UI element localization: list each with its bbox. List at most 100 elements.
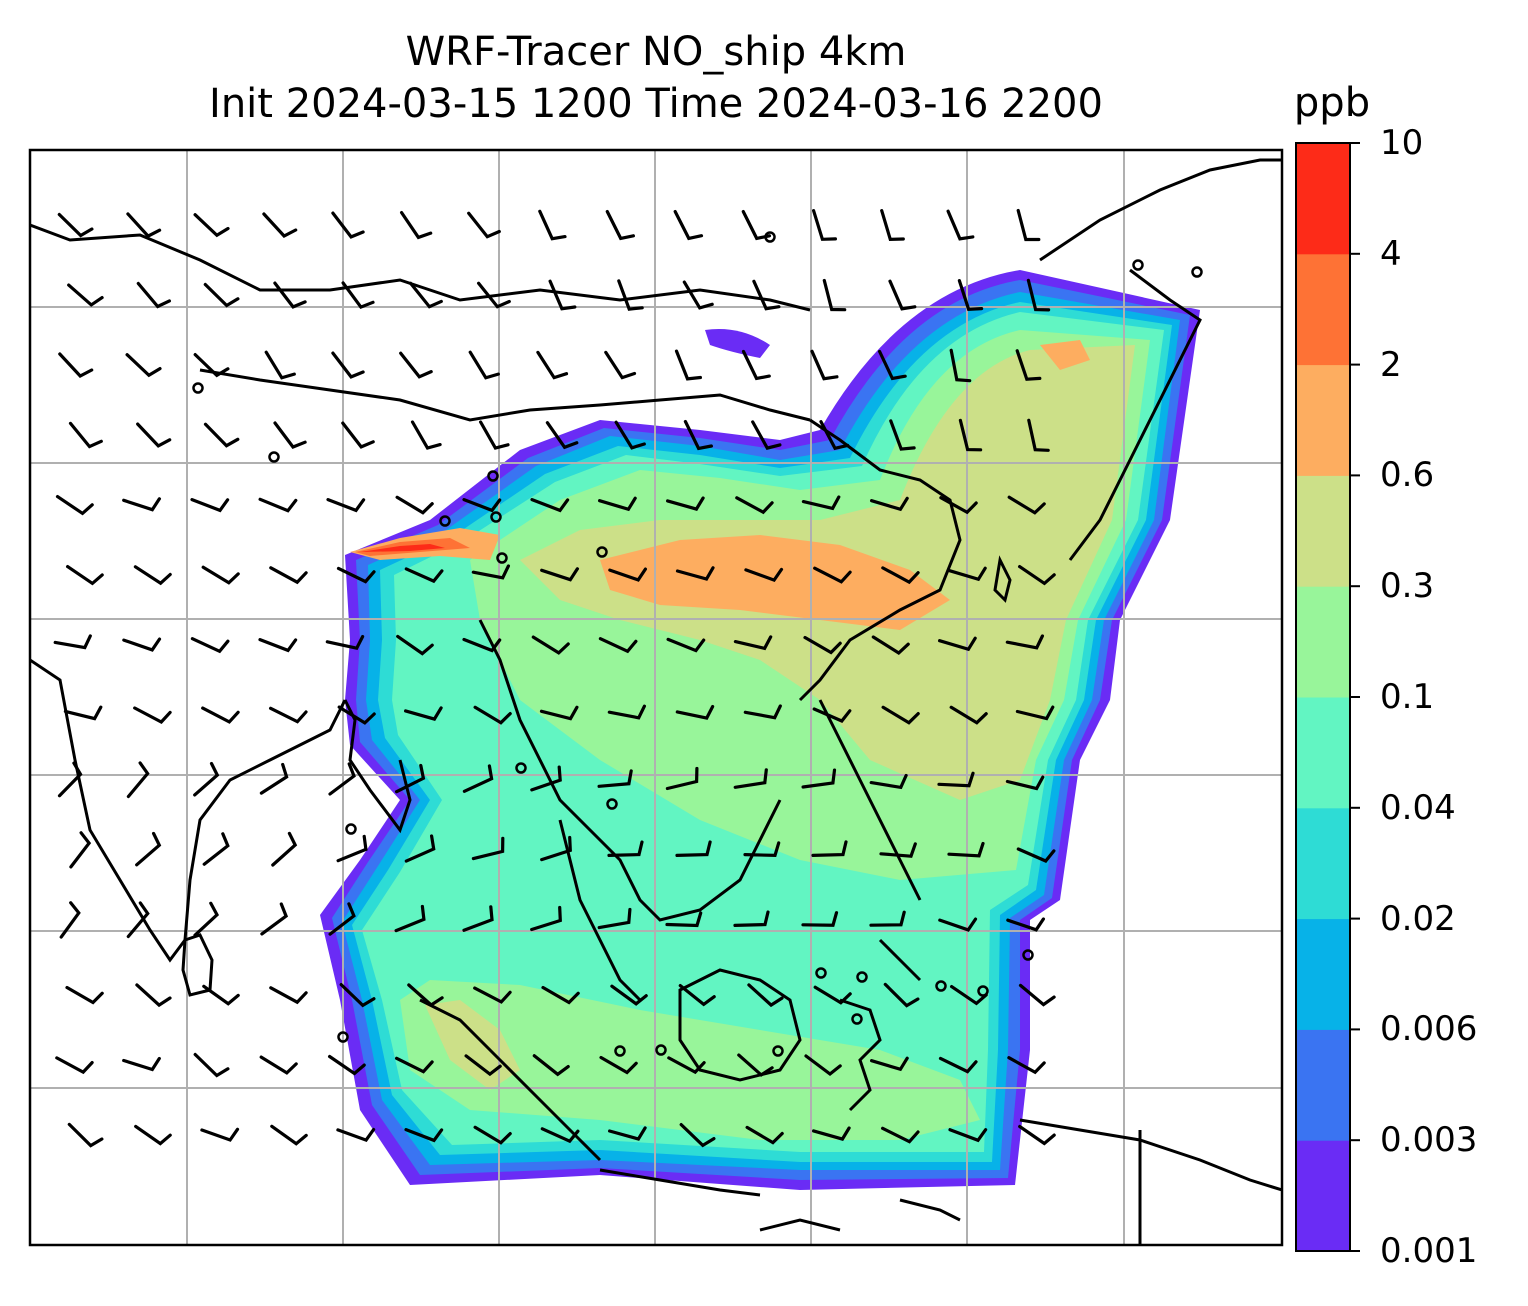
wind-barb xyxy=(326,498,366,513)
wind-barb xyxy=(530,905,562,932)
wind-barb xyxy=(396,634,434,656)
wind-barb xyxy=(59,901,81,939)
wind-barb xyxy=(55,1056,94,1075)
wind-barb xyxy=(126,212,162,239)
calm-wind-circle xyxy=(487,470,499,482)
wind-barb xyxy=(598,496,637,512)
wind-barb xyxy=(395,495,434,515)
wind-barb xyxy=(545,421,579,450)
wind-barb xyxy=(462,637,502,653)
wind-barb xyxy=(270,1124,308,1146)
colorbar-tick-label: 4 xyxy=(1380,233,1402,274)
coastline-sumatra xyxy=(419,998,602,1162)
wind-barb xyxy=(1027,418,1050,452)
wind-barb xyxy=(607,704,646,720)
border-china-north xyxy=(199,368,811,422)
wind-barb xyxy=(667,1056,706,1075)
wind-barb xyxy=(407,983,444,1008)
wind-barb xyxy=(325,635,365,651)
wind-barb xyxy=(532,1054,570,1077)
tracer-band-10-plume xyxy=(360,544,445,552)
calm-wind-circle xyxy=(192,382,204,394)
wind-barb xyxy=(879,842,917,858)
wind-barb xyxy=(678,984,716,1007)
title-line-2: Init 2024-03-15 1200 Time 2024-03-16 220… xyxy=(209,81,1103,127)
colorbar-segment xyxy=(1296,697,1350,809)
colorbar-segment xyxy=(1296,475,1350,587)
wind-barb xyxy=(743,704,782,720)
wind-barb xyxy=(1026,278,1051,312)
wind-barb xyxy=(65,985,104,1005)
wind-barb xyxy=(747,983,784,1008)
wind-barb xyxy=(203,282,240,308)
wind-barb xyxy=(193,1052,230,1078)
colorbar-tick-label: 0.02 xyxy=(1380,898,1456,939)
wind-barb xyxy=(605,210,635,241)
coastline-malay-peninsula xyxy=(558,819,642,1002)
wind-barb xyxy=(530,498,570,513)
wind-barb xyxy=(477,281,511,309)
calm-wind-circle xyxy=(337,1031,349,1043)
colorbar-segment xyxy=(1296,918,1350,1030)
wind-barb xyxy=(200,1127,240,1142)
wind-barb xyxy=(599,1055,638,1075)
wind-barb xyxy=(125,353,162,378)
wind-barb xyxy=(462,764,494,793)
colorbar-tick-label: 0.001 xyxy=(1380,1231,1478,1271)
wind-barb xyxy=(1018,983,1056,1007)
wind-barb xyxy=(67,283,104,307)
wind-barb xyxy=(395,763,426,794)
wind-barb xyxy=(958,418,983,452)
wind-barb xyxy=(122,497,161,512)
calm-wind-circle xyxy=(856,971,868,983)
wind-barb xyxy=(126,901,150,939)
wind-barb xyxy=(949,348,972,383)
wind-barb xyxy=(1018,1124,1056,1146)
wind-barb xyxy=(126,761,150,799)
calm-wind-circle xyxy=(345,823,357,835)
wind-barb xyxy=(404,1128,444,1143)
wind-barb xyxy=(479,420,510,450)
wind-barb xyxy=(337,705,376,725)
wind-barb xyxy=(259,762,289,795)
wind-barb xyxy=(880,209,905,242)
wind-barb xyxy=(752,279,781,311)
wind-barb xyxy=(58,352,94,378)
wind-barb xyxy=(202,984,240,1006)
wind-barb xyxy=(675,705,715,720)
calm-wind-circle xyxy=(490,511,502,523)
wind-barb xyxy=(136,281,171,309)
wind-barb xyxy=(467,211,501,239)
calm-wind-circle xyxy=(496,552,508,564)
wind-barb xyxy=(193,761,220,797)
colorbar-segment xyxy=(1296,586,1350,698)
wind-barb xyxy=(735,496,774,515)
wind-barb xyxy=(202,832,230,866)
wind-barb xyxy=(404,567,444,584)
wind-barb xyxy=(135,983,172,1008)
colorbar-tick-label: 0.04 xyxy=(1380,787,1456,828)
wind-barb xyxy=(819,420,850,451)
wind-barb xyxy=(683,419,713,451)
wind-barb xyxy=(743,841,781,858)
calm-wind-circle xyxy=(851,1013,863,1025)
wind-barb xyxy=(1005,634,1044,650)
wind-barb xyxy=(201,565,240,585)
calm-wind-circle xyxy=(606,798,618,810)
coastline-korea-japan xyxy=(1039,158,1282,561)
wind-barb xyxy=(262,212,298,238)
wind-barb xyxy=(949,705,988,725)
colorbar-segment xyxy=(1296,143,1350,255)
tracer-band-0.1-south xyxy=(400,980,980,1140)
wind-barb xyxy=(190,637,230,654)
coastline-borneo xyxy=(678,968,802,1082)
calm-wind-circle xyxy=(815,967,827,979)
wind-barb xyxy=(675,840,712,857)
wind-barb xyxy=(341,281,375,310)
wind-barb xyxy=(269,566,308,585)
wind-barb xyxy=(536,350,569,380)
wind-barb xyxy=(1007,495,1046,515)
wind-barb xyxy=(881,566,920,585)
coastline-java xyxy=(599,1168,761,1197)
wind-barb xyxy=(869,910,906,927)
